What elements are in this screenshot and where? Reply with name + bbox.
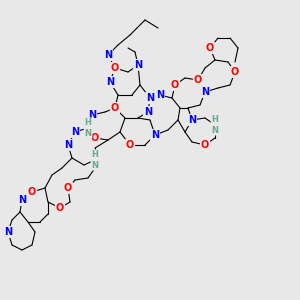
Text: N: N	[106, 77, 114, 87]
Text: N: N	[144, 107, 152, 117]
Text: O: O	[201, 140, 209, 150]
Text: H
N: H N	[85, 118, 92, 138]
Text: N: N	[71, 127, 79, 137]
Text: O: O	[206, 43, 214, 53]
Text: O: O	[111, 103, 119, 113]
Text: N: N	[4, 227, 12, 237]
Text: N: N	[146, 93, 154, 103]
Text: O: O	[91, 133, 99, 143]
Text: O: O	[56, 203, 64, 213]
Text: N: N	[151, 130, 159, 140]
Text: N: N	[64, 140, 72, 150]
Text: H
N: H N	[92, 150, 98, 170]
Text: N: N	[104, 50, 112, 60]
Text: O: O	[28, 187, 36, 197]
Text: N: N	[156, 90, 164, 100]
Text: N: N	[188, 115, 196, 125]
Text: O: O	[231, 67, 239, 77]
Text: N: N	[134, 60, 142, 70]
Text: H
N: H N	[212, 115, 218, 135]
Text: N: N	[201, 87, 209, 97]
Text: O: O	[126, 140, 134, 150]
Text: O: O	[64, 183, 72, 193]
Text: N: N	[18, 195, 26, 205]
Text: N: N	[88, 110, 96, 120]
Text: O: O	[111, 63, 119, 73]
Text: O: O	[194, 75, 202, 85]
Text: O: O	[171, 80, 179, 90]
